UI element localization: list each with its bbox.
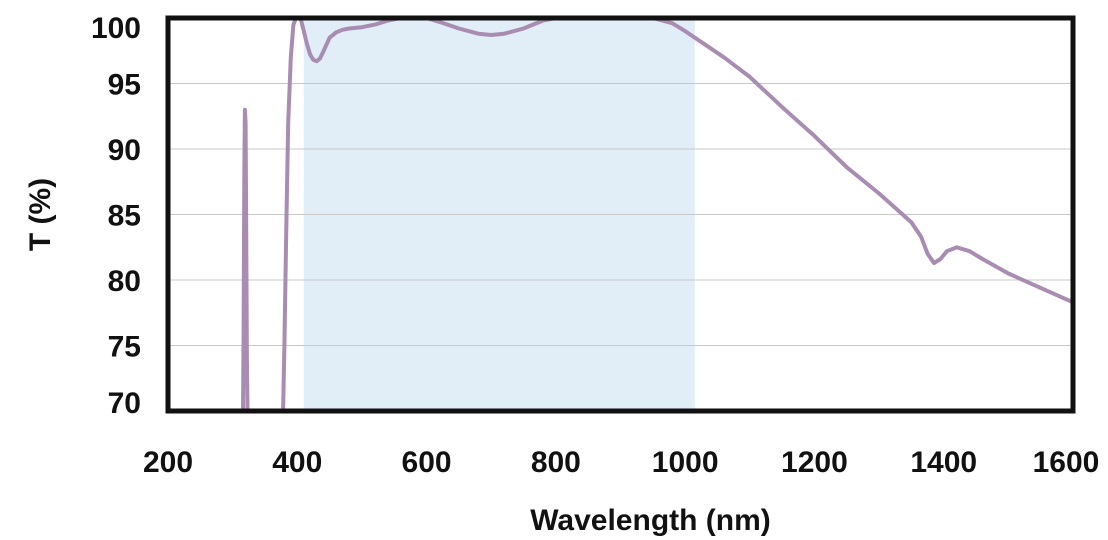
x-tick-label: 1600: [1033, 446, 1100, 479]
x-tick-label: 1200: [781, 446, 848, 479]
plot-frame: [165, 15, 1076, 414]
y-tick-label: 100: [91, 12, 141, 45]
transmission-line: [241, 107, 251, 411]
transmission-line: [281, 16, 1073, 411]
x-tick-label: 1400: [910, 446, 977, 479]
x-tick-labels: 200 400 600 800 1000 1200 1400 1600: [143, 446, 1099, 479]
x-tick-label: 200: [143, 446, 193, 479]
x-tick-label: 800: [531, 446, 581, 479]
y-tick-label: 70: [108, 387, 141, 420]
x-tick-label: 600: [402, 446, 452, 479]
x-axis-label: Wavelength (nm): [530, 504, 771, 537]
y-tick-labels: 70 75 80 85 90 95 100: [91, 12, 141, 420]
y-axis-label: T (%): [24, 178, 57, 251]
grid-lines: [168, 83, 1073, 346]
y-tick-label: 95: [108, 69, 141, 102]
y-tick-label: 90: [108, 134, 141, 167]
x-tick-label: 1000: [652, 446, 719, 479]
y-tick-label: 85: [108, 200, 141, 233]
x-tick-label: 400: [272, 446, 322, 479]
y-tick-label: 80: [108, 265, 141, 298]
data-line-group: [241, 16, 1073, 411]
y-tick-label: 75: [108, 331, 141, 364]
